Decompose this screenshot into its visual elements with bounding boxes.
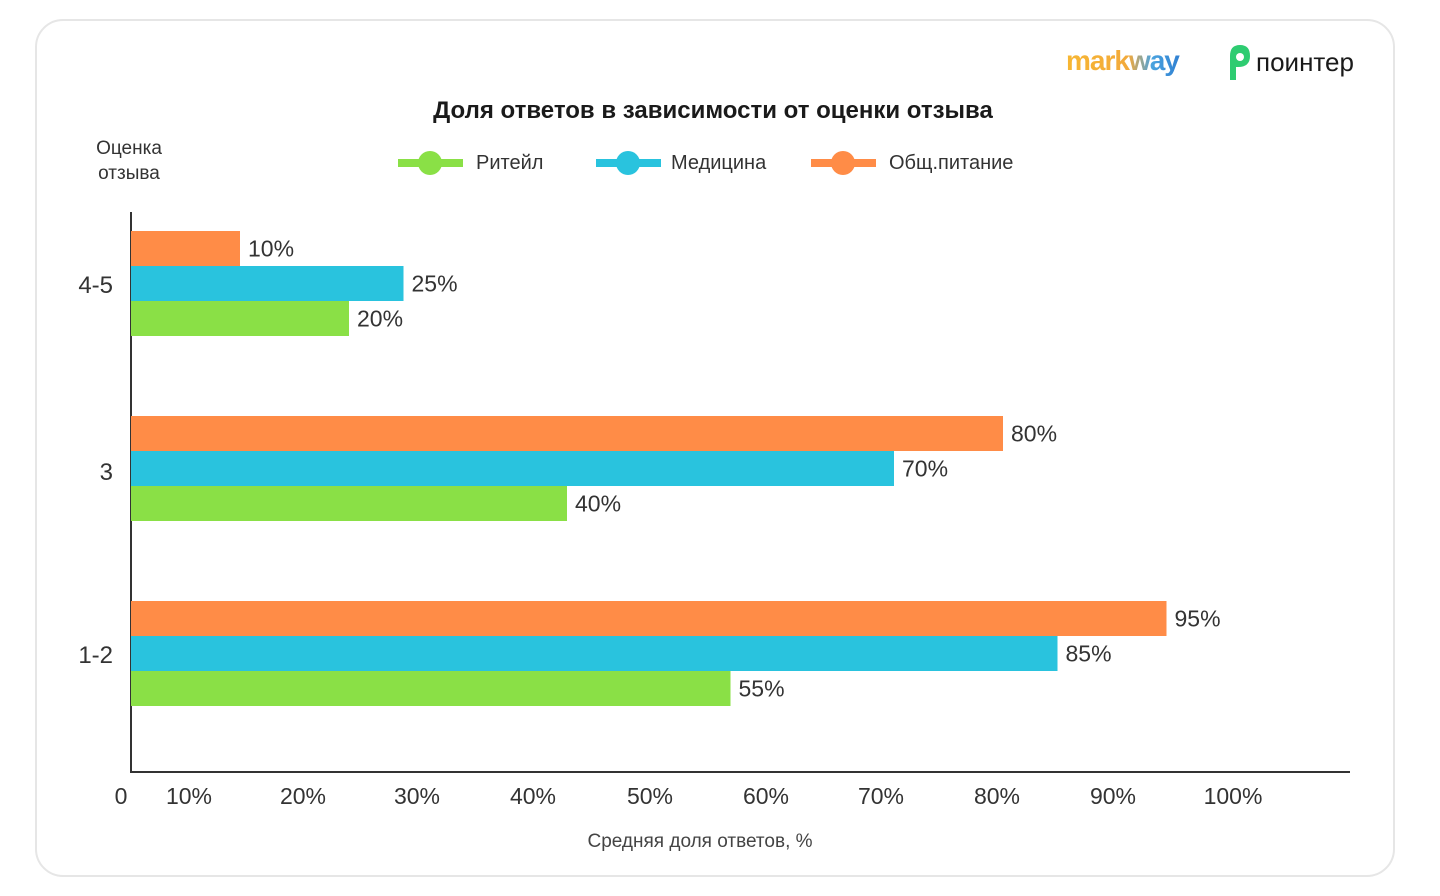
legend-label-medicine: Медицина xyxy=(671,152,767,174)
x-tick-label-8: 80% xyxy=(974,783,1020,809)
bar-catering-1-2 xyxy=(131,601,1167,636)
x-tick-label-7: 70% xyxy=(858,783,904,809)
x-tick-label-9: 90% xyxy=(1090,783,1136,809)
legend-item-retail: Ритейл xyxy=(398,151,543,175)
value-label-catering-4-5: 10% xyxy=(248,236,294,262)
category-labels-group: 4-5 3 1-2 xyxy=(78,272,113,669)
pointer-logo-icon xyxy=(1230,45,1250,80)
bar-retail-3 xyxy=(131,486,567,521)
value-label-retail-3: 40% xyxy=(575,491,621,517)
pointer-logo-text: поинтер xyxy=(1256,47,1354,77)
bar-medicine-1-2 xyxy=(131,636,1058,671)
category-label-1-2: 1-2 xyxy=(78,642,113,669)
x-tick-label-3: 30% xyxy=(394,783,440,809)
legend-label-retail: Ритейл xyxy=(476,152,543,174)
legend: Ритейл Медицина Общ.питание xyxy=(398,151,1013,175)
bar-medicine-4-5 xyxy=(131,266,404,301)
y-axis-label-line2: отзыва xyxy=(98,163,160,184)
value-label-medicine-1-2: 85% xyxy=(1066,641,1112,667)
legend-item-catering: Общ.питание xyxy=(811,151,1013,175)
value-label-medicine-3: 70% xyxy=(902,456,948,482)
markway-logo: markway xyxy=(1066,45,1180,76)
x-tick-label-5: 50% xyxy=(627,783,673,809)
bar-medicine-3 xyxy=(131,451,894,486)
x-tick-label-10: 100% xyxy=(1204,783,1263,809)
chart-title: Доля ответов в зависимости от оценки отз… xyxy=(433,97,993,124)
x-axis-label: Средняя доля ответов, % xyxy=(587,831,812,852)
x-tick-label-0: 0 xyxy=(115,783,128,809)
x-tick-label-6: 60% xyxy=(743,783,789,809)
bar-retail-4-5 xyxy=(131,301,349,336)
x-tick-label-4: 40% xyxy=(510,783,556,809)
bar-catering-4-5 xyxy=(131,231,240,266)
legend-item-medicine: Медицина xyxy=(596,151,767,175)
value-label-medicine-4-5: 25% xyxy=(412,271,458,297)
value-label-retail-4-5: 20% xyxy=(357,306,403,332)
x-tick-label-2: 20% xyxy=(280,783,326,809)
value-label-retail-1-2: 55% xyxy=(739,676,785,702)
bar-retail-1-2 xyxy=(131,671,731,706)
category-label-3: 3 xyxy=(100,459,113,486)
bars-group xyxy=(131,231,1167,706)
value-label-catering-1-2: 95% xyxy=(1175,606,1221,632)
bar-catering-3 xyxy=(131,416,1003,451)
legend-label-catering: Общ.питание xyxy=(889,152,1013,174)
category-label-4-5: 4-5 xyxy=(78,272,113,299)
y-axis-label-line1: Оценка xyxy=(96,138,162,159)
x-tick-label-1: 10% xyxy=(166,783,212,809)
x-tick-labels-group: 0 10% 20% 30% 40% 50% 60% 70% 80% 90% 100% xyxy=(115,783,1263,809)
value-label-catering-3: 80% xyxy=(1011,421,1057,447)
value-labels-group: 10% 25% 20% 80% 70% 40% 95% 85% 55% xyxy=(248,236,1221,702)
